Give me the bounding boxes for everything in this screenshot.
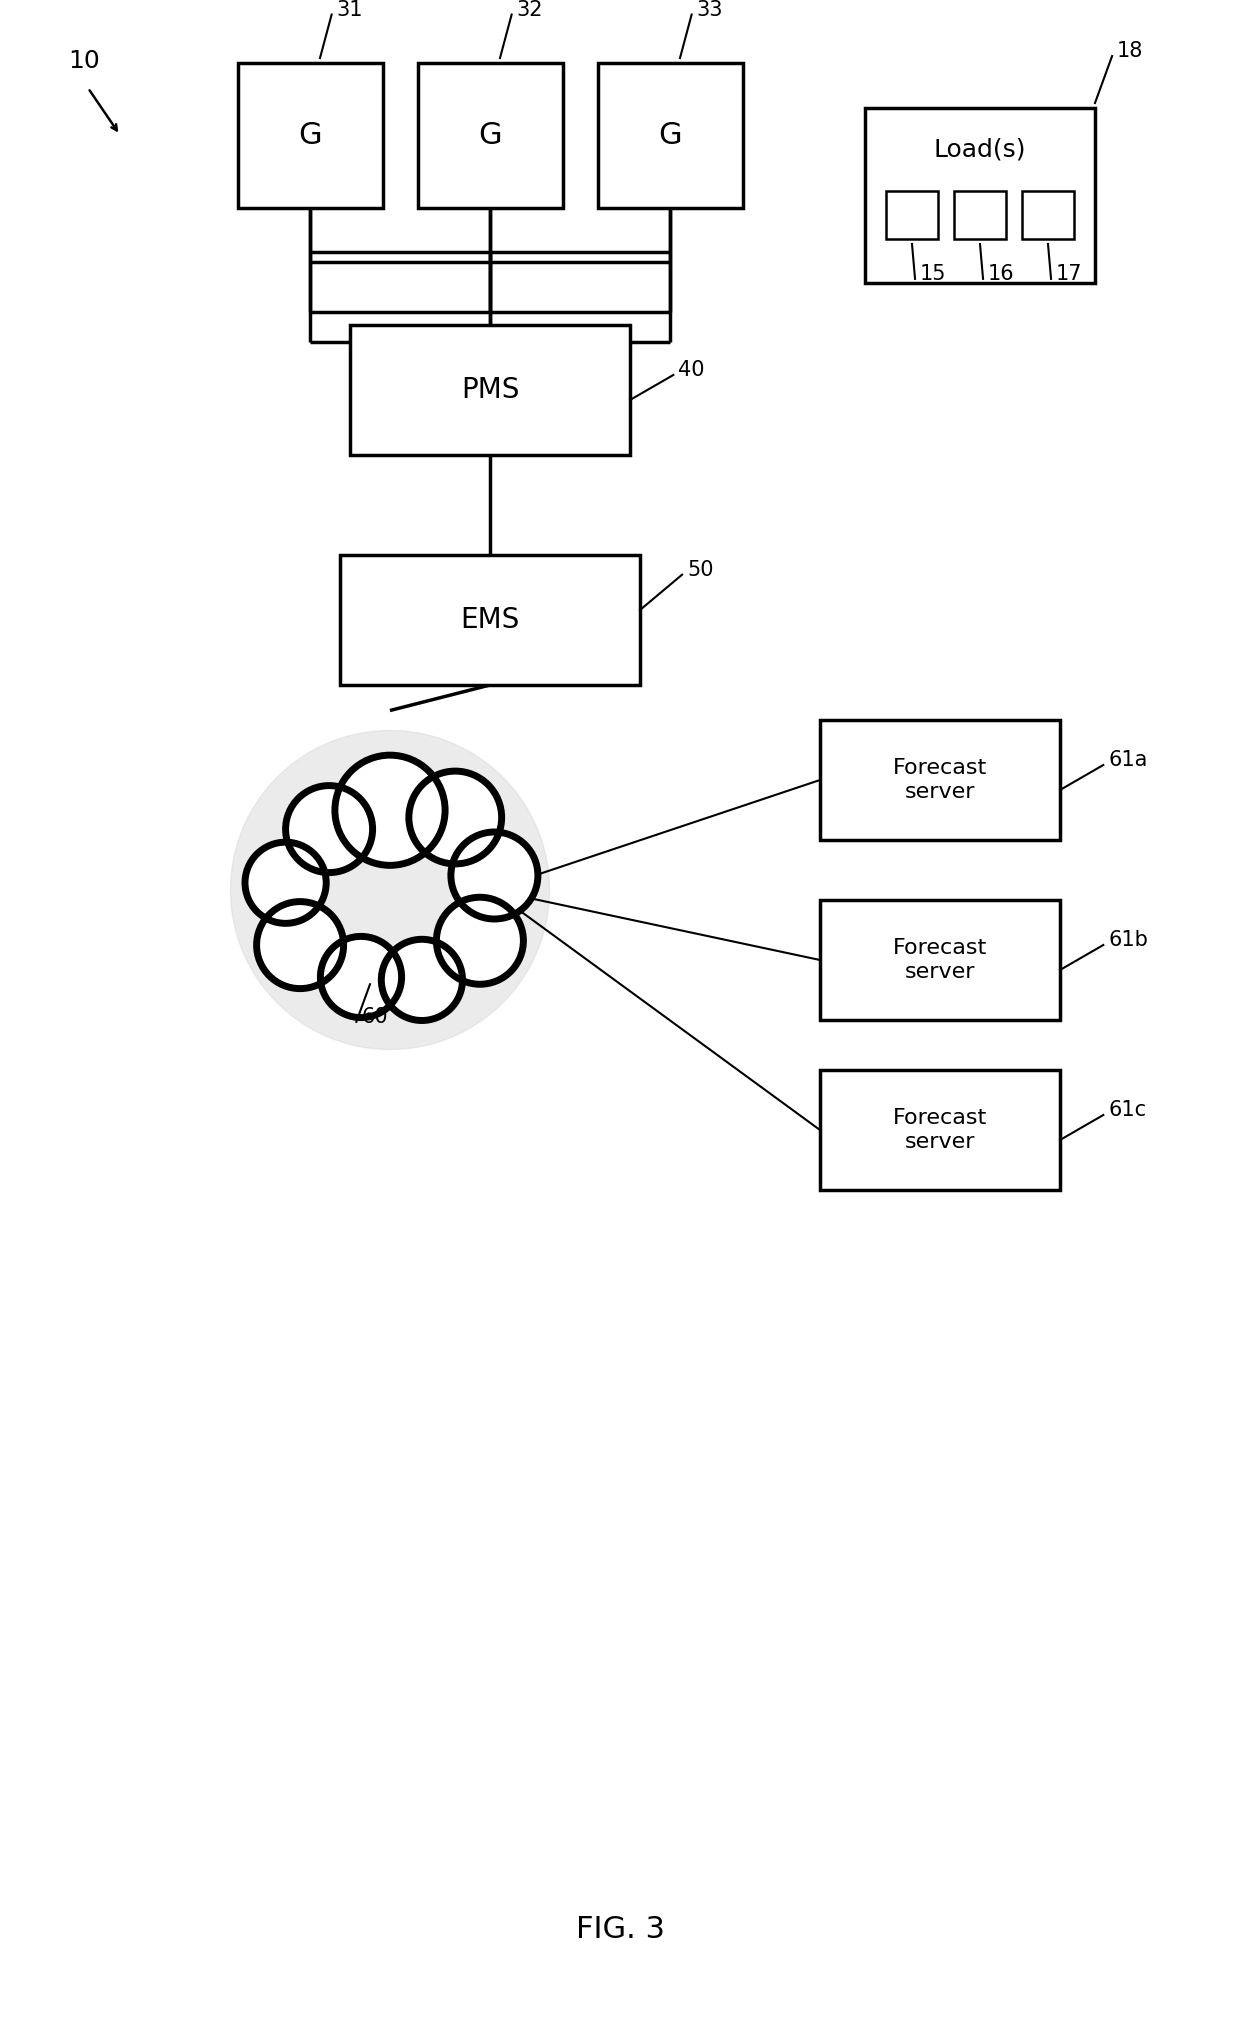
Text: 61b: 61b <box>1109 929 1148 949</box>
Circle shape <box>335 755 445 865</box>
Text: 33: 33 <box>697 0 723 20</box>
Text: G: G <box>479 121 502 149</box>
Bar <box>418 63 563 208</box>
Text: 50: 50 <box>687 560 714 580</box>
Text: 61a: 61a <box>1109 749 1148 770</box>
Bar <box>340 556 640 685</box>
Circle shape <box>285 786 372 873</box>
Text: G: G <box>658 121 682 149</box>
Bar <box>350 325 630 454</box>
Circle shape <box>451 832 538 919</box>
Bar <box>866 107 1095 283</box>
Bar <box>238 63 382 208</box>
Text: 61c: 61c <box>1109 1101 1147 1119</box>
Circle shape <box>409 772 502 865</box>
Bar <box>954 192 1006 238</box>
Bar <box>820 1071 1060 1190</box>
Text: Forecast
server: Forecast server <box>893 1109 987 1151</box>
Text: Forecast
server: Forecast server <box>893 939 987 982</box>
Bar <box>1022 192 1074 238</box>
Text: 18: 18 <box>1117 40 1143 61</box>
Bar <box>887 192 937 238</box>
Text: 16: 16 <box>988 265 1014 285</box>
Text: 10: 10 <box>68 48 99 73</box>
Text: 31: 31 <box>336 0 363 20</box>
Text: 15: 15 <box>920 265 946 285</box>
Circle shape <box>231 731 549 1050</box>
Circle shape <box>257 901 343 988</box>
Circle shape <box>436 897 523 984</box>
Circle shape <box>381 939 463 1020</box>
Text: Load(s): Load(s) <box>934 137 1027 162</box>
Bar <box>820 719 1060 840</box>
Text: 40: 40 <box>678 360 704 380</box>
Bar <box>598 63 743 208</box>
Text: 32: 32 <box>517 0 543 20</box>
Circle shape <box>246 842 326 923</box>
Text: Forecast
server: Forecast server <box>893 758 987 802</box>
Text: PMS: PMS <box>461 376 520 404</box>
Text: 17: 17 <box>1056 265 1083 285</box>
Bar <box>820 901 1060 1020</box>
Circle shape <box>320 937 402 1018</box>
Text: 60: 60 <box>361 1006 388 1026</box>
Text: FIG. 3: FIG. 3 <box>575 1915 665 1945</box>
Text: EMS: EMS <box>460 606 520 634</box>
Text: G: G <box>298 121 322 149</box>
